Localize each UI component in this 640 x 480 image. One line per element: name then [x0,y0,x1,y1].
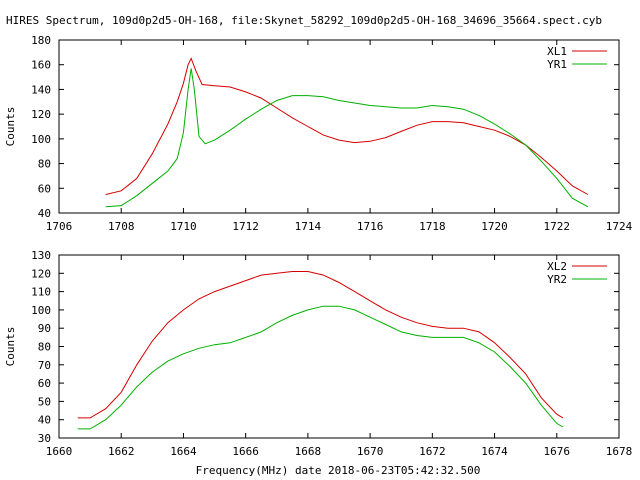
x-tick-label: 1666 [232,445,259,458]
y-tick-label: 60 [38,182,51,195]
series-line-xl2 [77,271,564,419]
y-axis-label: Counts [4,107,17,147]
y-tick-label: 70 [38,359,51,372]
y-tick-label: 40 [38,207,51,220]
x-tick-label: 1724 [606,220,633,233]
x-axis-label: Frequency(MHz) date 2018-06-23T05:42:32.… [196,464,481,477]
y-tick-label: 140 [31,83,51,96]
series-line-yr1 [105,68,589,208]
y-tick-label: 60 [38,377,51,390]
y-tick-label: 120 [31,267,51,280]
plot-frame [58,39,620,214]
legend-label-yr1: YR1 [547,58,567,71]
y-tick-label: 100 [31,133,51,146]
y-tick-label: 90 [38,322,51,335]
x-tick-label: 1678 [606,445,633,458]
x-tick-label: 1674 [481,445,508,458]
y-tick-label: 180 [31,34,51,47]
x-tick-label: 1662 [108,445,135,458]
legend-label-xl1: XL1 [547,45,567,58]
top-panel: 1706 1708 1710 1712 1714 1716 1718 1720 1722 1724… [4,34,633,233]
legend-label-yr2: YR2 [547,273,567,286]
y-tick-label: 160 [31,59,51,72]
x-tick-label: 1660 [46,445,73,458]
y-axis-label: Counts [4,327,17,367]
series-line-yr2 [77,305,564,430]
x-tick-label: 1710 [170,220,197,233]
y-tick-label: 40 [38,414,51,427]
x-tick-label: 1720 [481,220,508,233]
y-tick-label: 110 [31,286,51,299]
x-tick-label: 1718 [419,220,446,233]
legend-label-xl2: XL2 [547,260,567,273]
x-tick-label: 1664 [170,445,197,458]
bottom-panel: 1660 1662 1664 1666 1668 1670 1672 1674 1676 1678… [4,249,632,458]
x-tick-label: 1676 [544,445,571,458]
figure-title: HIRES Spectrum, 109d0p2d5-OH-168, file:S… [6,14,602,27]
y-tick-label: 100 [31,304,51,317]
x-tick-label: 1668 [295,445,322,458]
y-tick-label: 80 [38,341,51,354]
x-tick-label: 1708 [108,220,135,233]
series-line-xl1 [105,57,589,195]
y-tick-label: 50 [38,395,51,408]
x-tick-label: 1722 [544,220,571,233]
y-tick-label: 30 [38,432,51,445]
y-tick-label: 80 [38,158,51,171]
x-tick-label: 1714 [295,220,322,233]
x-tick-label: 1716 [357,220,384,233]
x-tick-label: 1670 [357,445,384,458]
y-tick-label: 130 [31,249,51,262]
y-tick-label: 120 [31,108,51,121]
x-tick-label: 1672 [419,445,446,458]
x-tick-label: 1712 [232,220,259,233]
x-tick-label: 1706 [46,220,73,233]
